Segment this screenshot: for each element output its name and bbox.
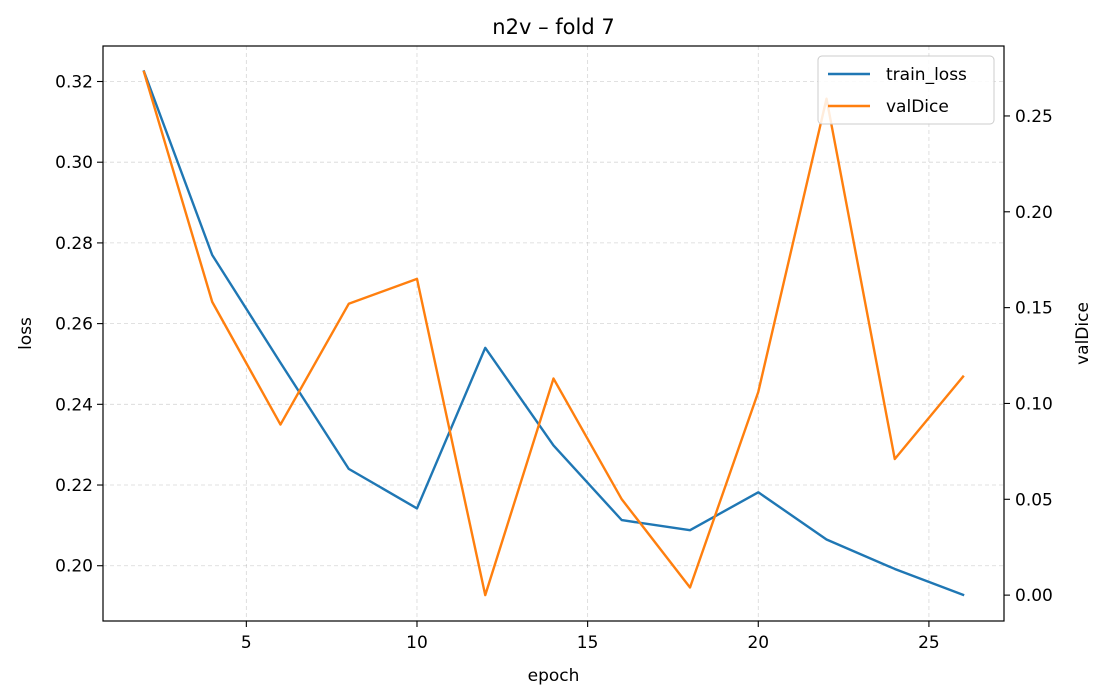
series-line-train-loss (142, 69, 965, 597)
legend-label-train-loss: train_loss (886, 65, 967, 85)
ticks: 5 10 15 20 25 0.20 0.22 0.24 0.26 0.28 0.30 0.32 0.0… (55, 73, 1053, 653)
y2-tick-label: 0.25 (1015, 107, 1053, 127)
y-tick-label: 0.28 (55, 234, 93, 254)
x-tick-label: 10 (406, 633, 428, 653)
y-tick-label: 0.32 (55, 73, 93, 93)
y2-tick-label: 0.00 (1015, 586, 1053, 606)
x-tick-label: 15 (577, 633, 599, 653)
y2-tick-label: 0.10 (1015, 394, 1053, 414)
y-tick-label: 0.26 (55, 315, 93, 335)
plot-frame (102, 45, 1005, 622)
y-axis-label: loss (16, 317, 36, 350)
x-tick-label: 20 (747, 633, 769, 653)
y-tick-label: 0.22 (55, 476, 93, 496)
y-tick-label: 0.30 (55, 153, 93, 173)
y2-tick-label: 0.05 (1015, 490, 1053, 510)
x-tick-label: 25 (918, 633, 940, 653)
y-tick-label: 0.24 (55, 395, 93, 415)
chart-title: n2v – fold 7 (492, 15, 614, 39)
x-axis-label: epoch (528, 666, 580, 686)
y-tick-label: 0.20 (55, 557, 93, 577)
y2-tick-label: 0.20 (1015, 203, 1053, 223)
legend-label-valdice: valDice (886, 97, 949, 117)
legend: train_loss valDice (817, 55, 995, 125)
x-tick-label: 5 (241, 633, 252, 653)
y2-tick-label: 0.15 (1015, 299, 1053, 319)
y2-axis-label: valDice (1073, 302, 1093, 365)
